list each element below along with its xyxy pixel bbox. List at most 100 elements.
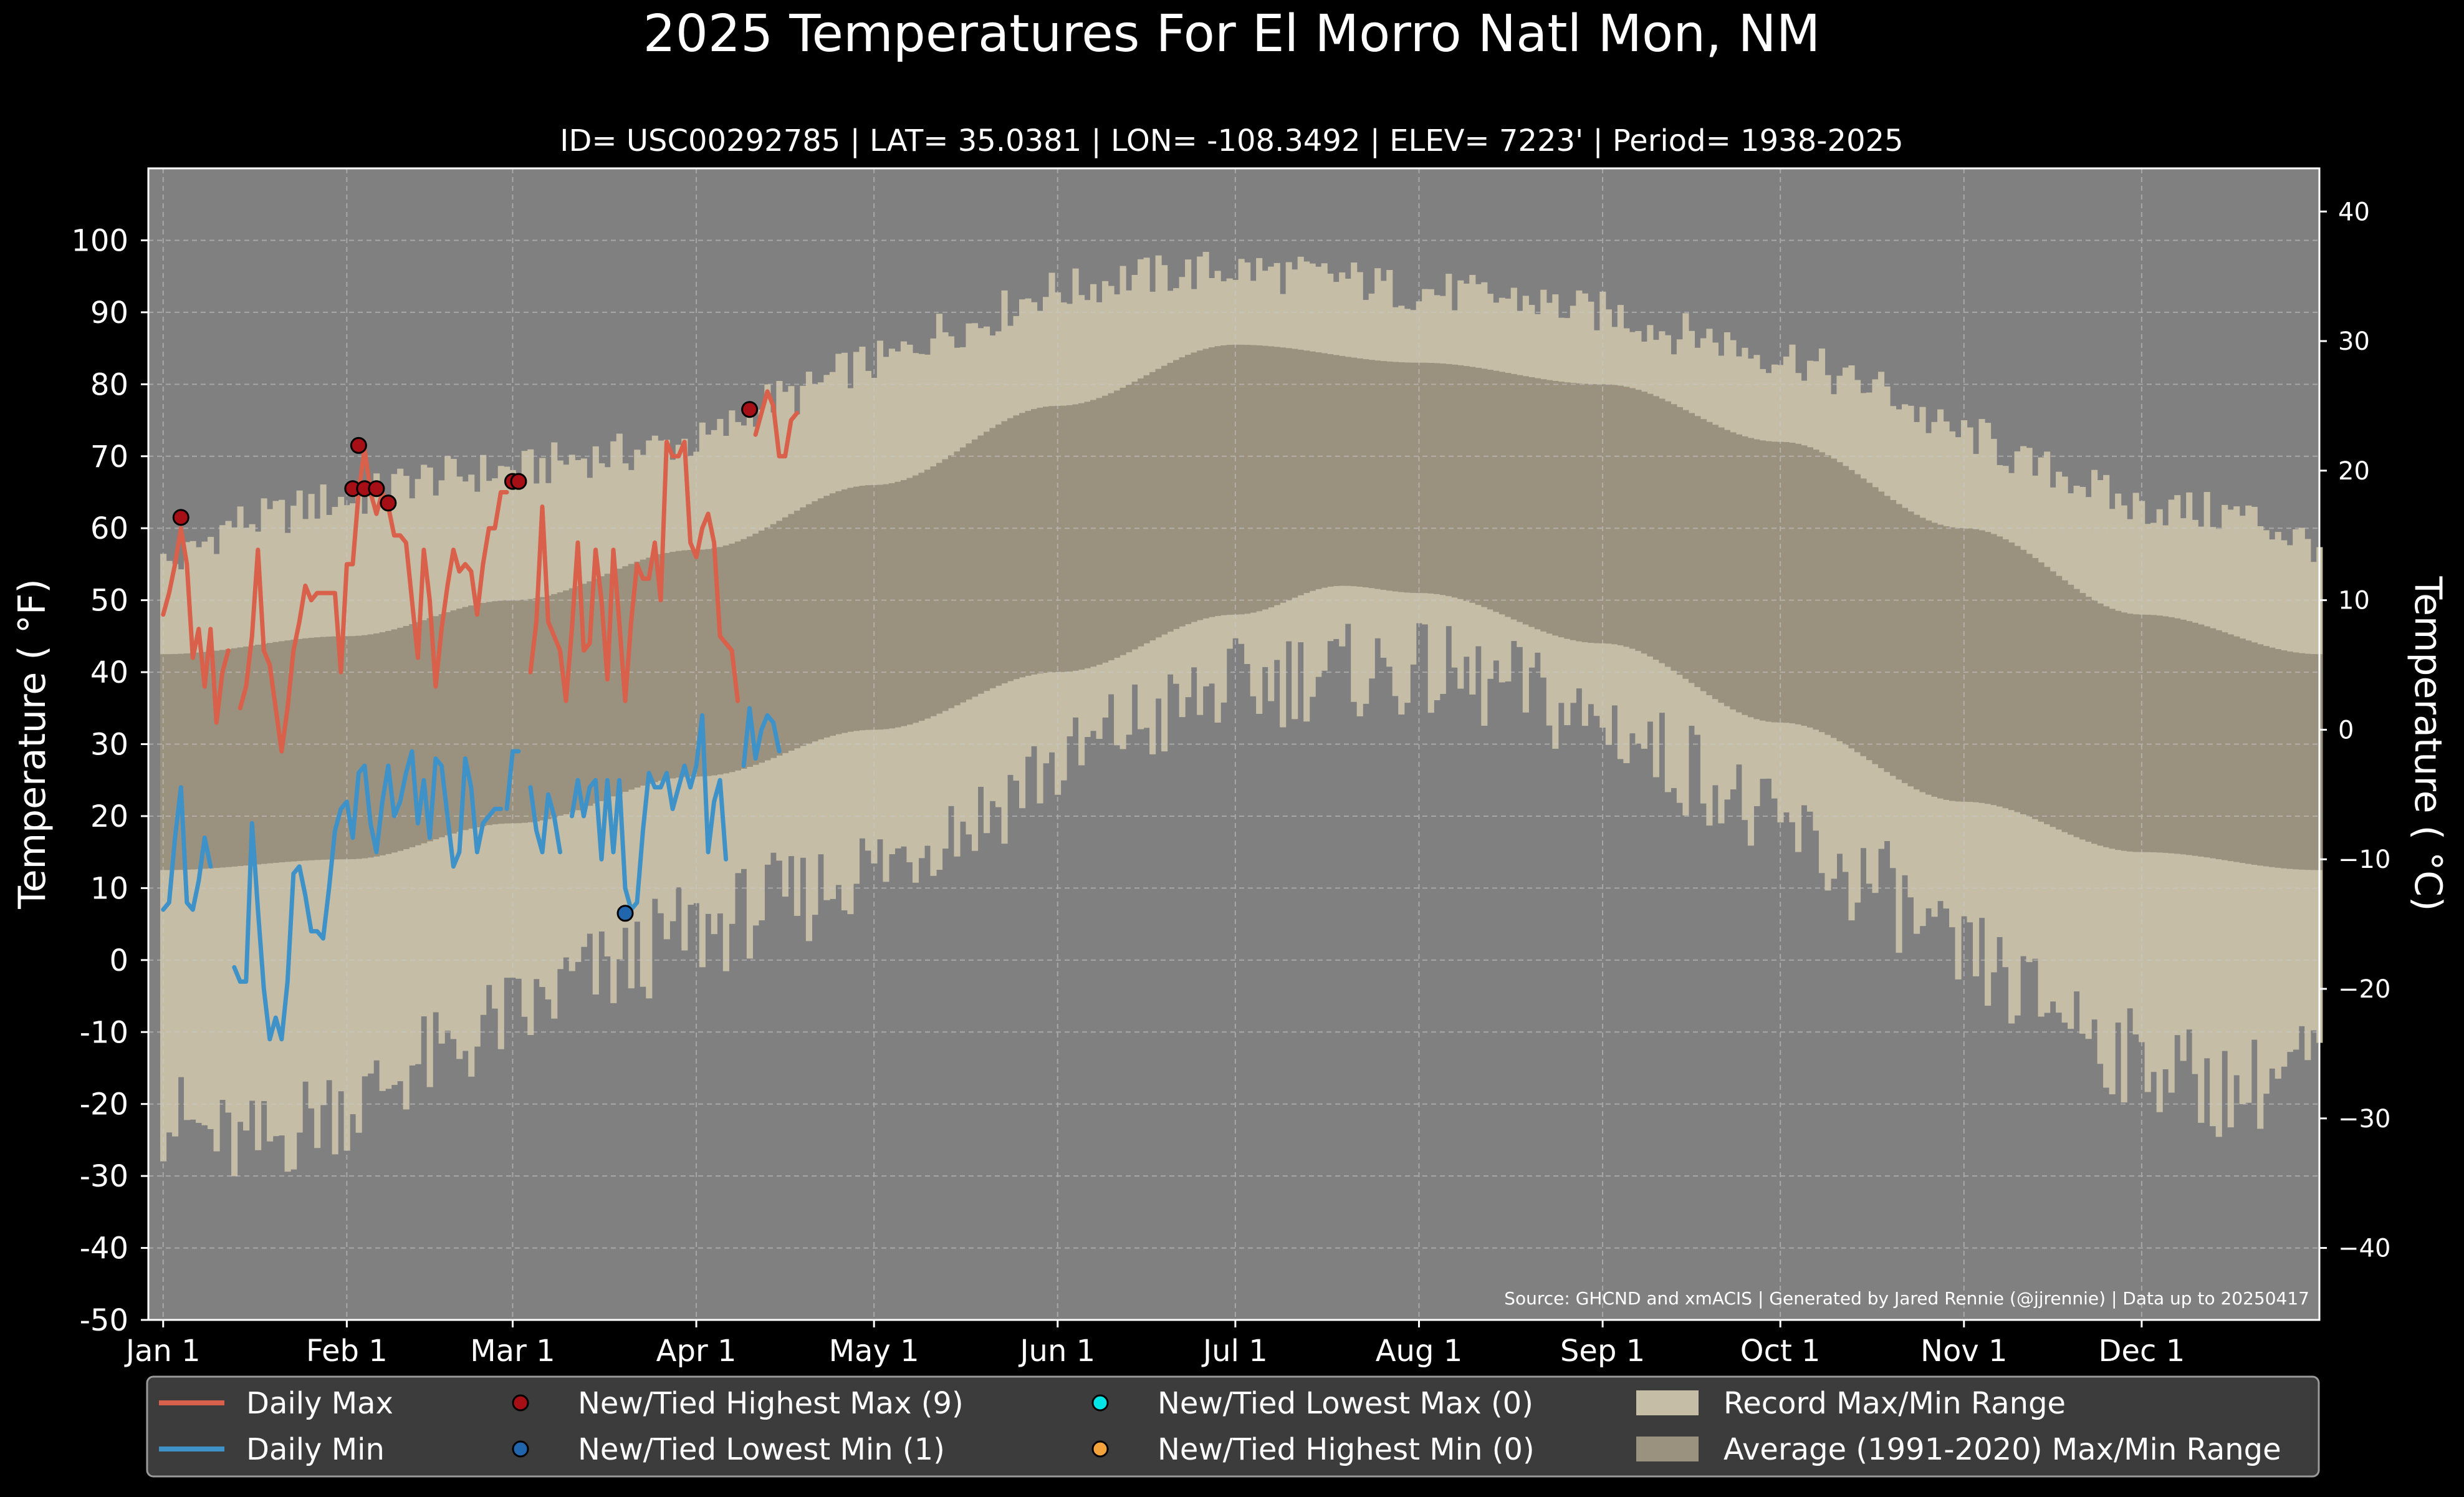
legend-label: New/Tied Highest Max (9) bbox=[578, 1386, 964, 1421]
y-tick-label: 0 bbox=[109, 943, 128, 978]
normal-range-bar bbox=[1072, 404, 1079, 671]
normal-range-bar bbox=[681, 550, 688, 777]
normal-range-bar bbox=[385, 630, 392, 854]
normal-range-bar bbox=[1688, 413, 1695, 683]
normal-range-bar bbox=[1967, 528, 1973, 802]
x-tick-label: Jan 1 bbox=[124, 1334, 201, 1369]
normal-range-bar bbox=[2198, 624, 2205, 857]
normal-range-bar bbox=[1013, 415, 1020, 680]
normal-range-bar bbox=[557, 592, 563, 816]
normal-range-bar bbox=[906, 478, 913, 725]
normal-range-bar bbox=[474, 604, 481, 827]
normal-range-bar bbox=[930, 466, 937, 716]
normal-range-bar bbox=[1985, 532, 1992, 804]
normal-range-bar bbox=[1510, 373, 1517, 620]
normal-range-bar bbox=[575, 586, 582, 811]
normal-range-bar bbox=[2008, 542, 2015, 811]
x-tick-label: Mar 1 bbox=[470, 1334, 555, 1369]
normal-range-bar bbox=[290, 639, 297, 862]
normal-range-bar bbox=[1315, 352, 1322, 589]
normal-range-bar bbox=[1860, 478, 1867, 756]
normal-range-bar bbox=[480, 603, 487, 826]
legend-label: Daily Max bbox=[246, 1386, 393, 1421]
normal-range-bar bbox=[841, 489, 848, 733]
normal-range-bar bbox=[2056, 575, 2063, 830]
y2-tick-label: 20 bbox=[2338, 457, 2370, 486]
normal-range-bar bbox=[812, 501, 818, 742]
normal-range-bar bbox=[1570, 383, 1576, 640]
normal-range-bar bbox=[1007, 418, 1014, 681]
normal-range-bar bbox=[628, 564, 635, 790]
y2-tick-label: 30 bbox=[2338, 327, 2370, 356]
normal-range-bar bbox=[1096, 398, 1103, 665]
normal-range-bar bbox=[734, 541, 741, 771]
normal-range-bar bbox=[1043, 407, 1050, 673]
normal-range-bar bbox=[954, 451, 961, 706]
chart-subtitle: ID= USC00292785 | LAT= 35.0381 | LON= -1… bbox=[560, 123, 1903, 158]
normal-range-bar bbox=[699, 549, 706, 777]
normal-range-bar bbox=[184, 653, 191, 870]
y-axis-left: -50 -40 -30 -20 -10 0 10 20 30 40 50 60 70 80 90 100 bbox=[71, 223, 148, 1338]
normal-range-bar bbox=[1652, 396, 1659, 660]
normal-range-bar bbox=[1848, 469, 1855, 749]
normal-range-bar bbox=[1404, 362, 1411, 593]
normal-range-bar bbox=[1226, 345, 1233, 615]
new-high-max-point bbox=[350, 436, 367, 454]
normal-range-bar bbox=[1250, 345, 1257, 613]
x-tick-label: Apr 1 bbox=[656, 1334, 737, 1369]
normal-range-bar bbox=[1836, 462, 1843, 741]
normal-range-bar bbox=[1611, 385, 1618, 645]
normal-range-bar bbox=[2310, 654, 2317, 870]
legend-swatch-dot bbox=[512, 1440, 529, 1458]
normal-range-bar bbox=[663, 552, 670, 780]
normal-range-bar bbox=[900, 479, 908, 726]
normal-range-bar bbox=[1759, 440, 1767, 721]
normal-range-bar bbox=[1179, 357, 1186, 627]
x-tick-label: Dec 1 bbox=[2099, 1334, 2185, 1369]
normal-range-bar bbox=[568, 588, 575, 812]
normal-range-bar bbox=[770, 524, 777, 758]
y-tick-label: 30 bbox=[90, 728, 128, 763]
normal-range-bar bbox=[646, 557, 653, 784]
normal-range-bar bbox=[1635, 390, 1642, 652]
legend-label: Record Max/Min Range bbox=[1723, 1386, 2066, 1421]
normal-range-bar bbox=[847, 488, 854, 732]
y-tick-label: -50 bbox=[80, 1303, 128, 1338]
normal-range-bar bbox=[1422, 362, 1429, 594]
normal-range-bar bbox=[1718, 427, 1725, 703]
normal-range-bar bbox=[2014, 546, 2021, 812]
normal-range-bar bbox=[1108, 393, 1115, 661]
normal-range-bar bbox=[924, 469, 931, 719]
normal-range-bar bbox=[587, 581, 593, 806]
normal-range-bar bbox=[1457, 365, 1464, 599]
normal-range-bar bbox=[888, 483, 896, 729]
normal-range-bar bbox=[1262, 345, 1268, 610]
normal-range-bar bbox=[2049, 571, 2056, 827]
normal-range-bar bbox=[2103, 606, 2110, 847]
normal-range-bar bbox=[1706, 421, 1713, 695]
normal-range-bar bbox=[2044, 567, 2051, 825]
normal-range-bar bbox=[675, 551, 682, 778]
normal-range-bar bbox=[1244, 345, 1251, 614]
normal-range-bar bbox=[1126, 385, 1133, 653]
normal-range-bar bbox=[350, 636, 357, 860]
normal-range-bar bbox=[1534, 378, 1541, 630]
normal-range-bar bbox=[1712, 425, 1719, 700]
normal-range-bar bbox=[1078, 403, 1085, 670]
normal-range-bar bbox=[1730, 432, 1737, 710]
normal-range-bar bbox=[1884, 496, 1891, 773]
normal-range-bar bbox=[2121, 612, 2127, 851]
y2-tick-label: 40 bbox=[2338, 198, 2370, 226]
normal-range-bar bbox=[1339, 355, 1346, 586]
normal-range-bar bbox=[793, 511, 800, 749]
legend-label: New/Tied Lowest Min (1) bbox=[578, 1432, 945, 1467]
y-tick-label: -30 bbox=[80, 1159, 128, 1194]
normal-range-bar bbox=[2144, 614, 2151, 852]
normal-range-bar bbox=[1961, 528, 1968, 802]
plot-area: -50-40-30-20-100102030405060708090100−40… bbox=[71, 167, 2390, 1369]
normal-range-bar bbox=[1309, 351, 1316, 591]
normal-range-bar bbox=[1498, 372, 1505, 615]
normal-range-bar bbox=[823, 496, 830, 738]
normal-range-bar bbox=[1273, 347, 1280, 605]
